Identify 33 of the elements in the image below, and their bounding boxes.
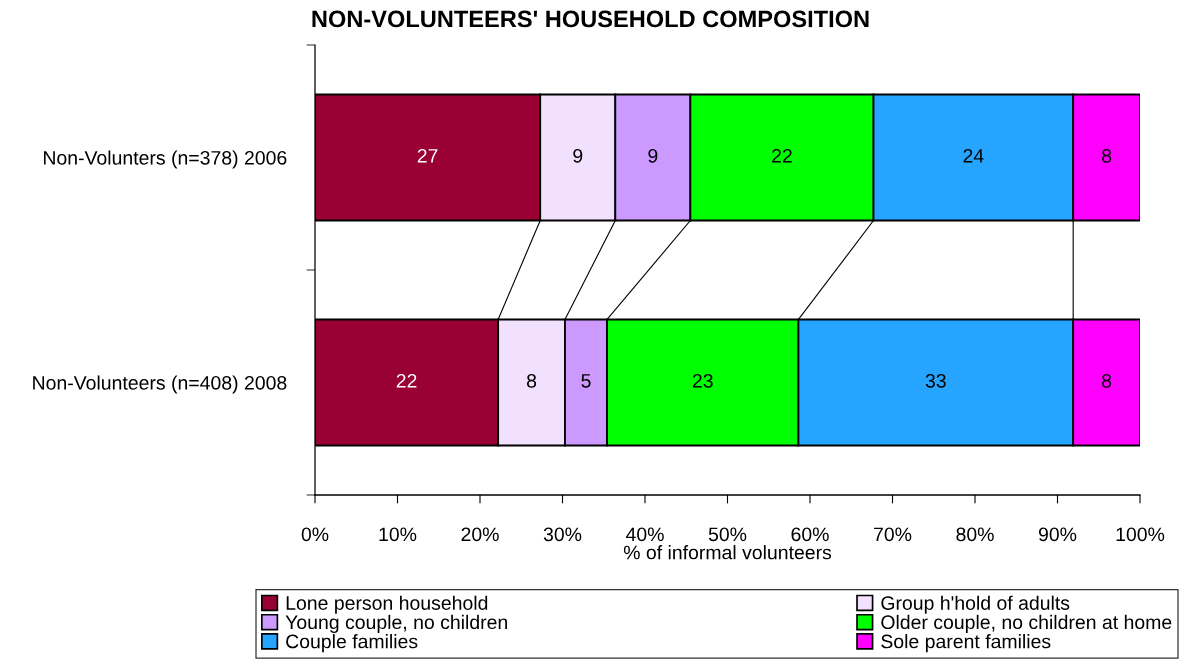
data-label: 22: [396, 373, 417, 388]
legend-label: Group h'hold of adults: [881, 595, 1070, 614]
data-label: 33: [925, 373, 946, 388]
x-tick-label: 90%: [1038, 527, 1077, 542]
x-tick-label: 10%: [379, 527, 417, 542]
x-axis-title: % of informal volunteers: [623, 545, 832, 560]
data-label: 22: [772, 148, 792, 163]
x-tick-label: 40%: [625, 527, 664, 542]
x-tick-label: 0%: [301, 527, 329, 542]
x-tick-label: 100%: [1116, 527, 1165, 542]
data-label: 5: [581, 374, 591, 388]
data-label: 24: [963, 148, 984, 163]
legend-label: Young couple, no children: [285, 614, 507, 633]
legend-label: Older couple, no children at home: [881, 614, 1172, 633]
x-tick-label: 80%: [956, 527, 994, 542]
data-label: 8: [527, 373, 537, 388]
data-label: 9: [648, 148, 658, 163]
chart-title: NON-VOLUNTEERS' HOUSEHOLD COMPOSITION: [312, 10, 869, 28]
data-label: 23: [692, 373, 713, 388]
x-tick-label: 20%: [461, 527, 499, 542]
y-tick-label: Non-Volunteers (n=408) 2008: [33, 375, 287, 394]
y-tick-label: Non-Volunters (n=378) 2006: [43, 150, 287, 169]
x-tick-label: 30%: [543, 527, 582, 542]
data-label: 9: [573, 148, 583, 163]
legend-label: Lone person household: [286, 595, 488, 614]
x-tick-label: 70%: [874, 527, 912, 542]
data-label: 27: [417, 148, 438, 163]
x-tick-label: 60%: [791, 527, 829, 542]
x-tick-label: 50%: [708, 527, 747, 542]
legend-label: Sole parent families: [881, 634, 1051, 653]
legend-label: Couple families: [286, 634, 418, 653]
data-label: 8: [1102, 148, 1112, 163]
data-label: 8: [1102, 373, 1112, 388]
